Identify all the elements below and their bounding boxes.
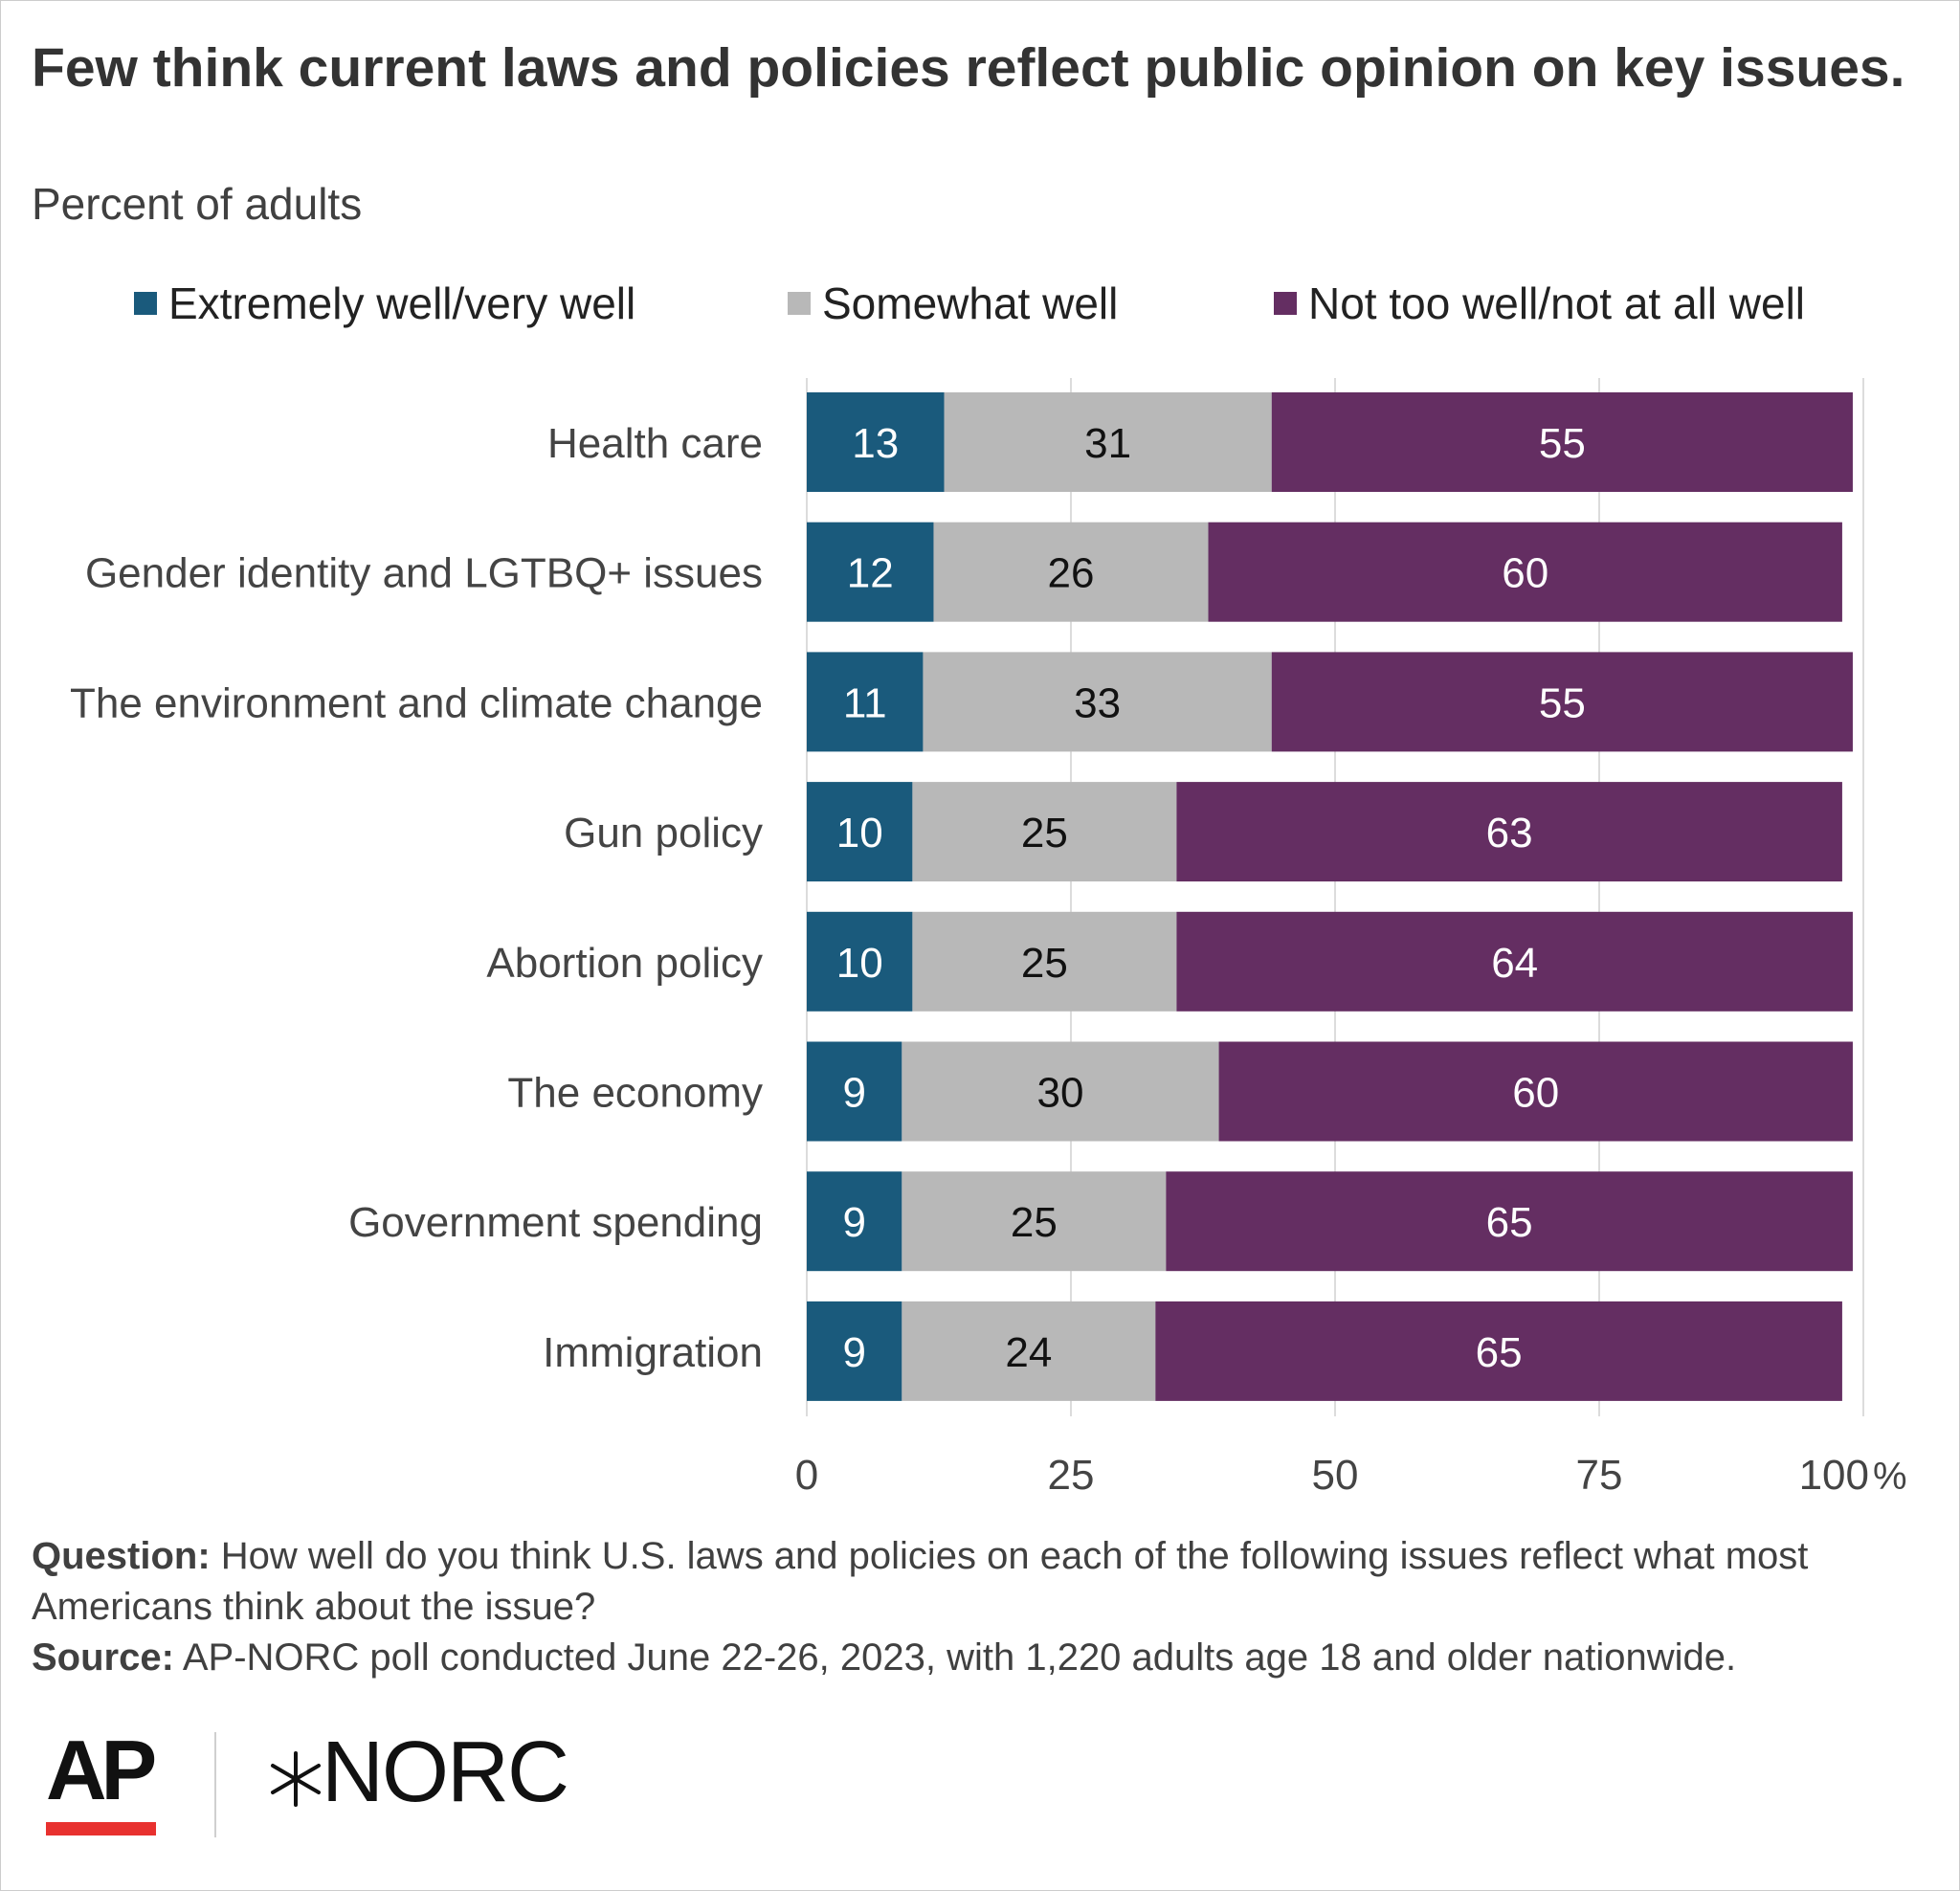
bar-segment xyxy=(902,1041,1219,1142)
chart-notes: Question: How well do you think U.S. law… xyxy=(32,1531,1927,1683)
ap-logo: AP xyxy=(46,1723,157,1817)
data-label: 25 xyxy=(1021,810,1068,857)
bar-segment xyxy=(912,782,1177,882)
legend-label-not-too-well: Not too well/not at all well xyxy=(1308,278,1806,328)
data-label: 9 xyxy=(842,1199,865,1246)
bar-segment xyxy=(902,1301,1156,1401)
data-label: 25 xyxy=(1021,940,1068,987)
legend-item-somewhat-well: Somewhat well xyxy=(788,278,1118,329)
bar-segment xyxy=(1176,911,1853,1012)
data-label: 55 xyxy=(1539,420,1586,467)
bar-segment xyxy=(807,1301,902,1401)
data-label: 31 xyxy=(1084,420,1131,467)
x-tick-label: 25 xyxy=(1048,1452,1095,1499)
bar-segment xyxy=(902,1171,1167,1272)
data-label: 9 xyxy=(842,1070,865,1117)
source-text: AP-NORC poll conducted June 22-26, 2023,… xyxy=(182,1636,1737,1679)
bar-segment xyxy=(807,1171,902,1272)
data-label: 9 xyxy=(842,1329,865,1376)
bar-segment xyxy=(1271,652,1853,752)
bar-segment xyxy=(933,522,1209,622)
data-label: 10 xyxy=(836,940,883,987)
data-label: 33 xyxy=(1074,679,1121,726)
data-label: 12 xyxy=(847,550,894,597)
bar-segment xyxy=(807,782,913,882)
bar-segment xyxy=(944,392,1272,492)
data-label: 25 xyxy=(1011,1199,1058,1246)
legend-swatch-extremely-well xyxy=(134,292,157,315)
data-label: 65 xyxy=(1476,1329,1523,1376)
chart-subtitle: Percent of adults xyxy=(32,179,363,229)
chart-title: Few think current laws and policies refl… xyxy=(32,37,1905,99)
data-label: 60 xyxy=(1512,1070,1559,1117)
bar-segment xyxy=(807,911,913,1012)
legend-item-extremely-well: Extremely well/very well xyxy=(134,278,635,329)
ap-logo-underline xyxy=(46,1822,156,1835)
bar-segment xyxy=(1166,1171,1853,1272)
category-label: Government spending xyxy=(348,1199,763,1246)
question-label: Question: xyxy=(32,1535,211,1577)
data-label: 60 xyxy=(1502,550,1548,597)
norc-logo: NORC xyxy=(322,1724,569,1820)
bar-segment xyxy=(923,652,1272,752)
logo-divider xyxy=(214,1732,216,1837)
category-label: The environment and climate change xyxy=(70,679,763,726)
x-tick-label: 75 xyxy=(1576,1452,1623,1499)
bar-segment xyxy=(807,522,934,622)
category-label: Abortion policy xyxy=(486,940,763,987)
bar-segment xyxy=(1208,522,1842,622)
legend-label-somewhat-well: Somewhat well xyxy=(822,278,1119,328)
logos: AP NORC xyxy=(46,1723,716,1847)
data-label: 26 xyxy=(1048,550,1095,597)
data-label: 11 xyxy=(843,679,887,726)
stacked-bar-chart: Health care 13 31 55 Gender identity and LGT… xyxy=(70,378,1907,1499)
bar-segment xyxy=(1271,392,1853,492)
legend: Extremely well/very well Somewhat well N… xyxy=(0,278,1960,335)
legend-swatch-not-too-well xyxy=(1274,292,1297,315)
bar-segment xyxy=(1155,1301,1842,1401)
bar-segment xyxy=(1218,1041,1853,1142)
bar-segment xyxy=(807,392,945,492)
data-label: 10 xyxy=(836,810,883,857)
data-label: 55 xyxy=(1539,679,1586,726)
data-label: 24 xyxy=(1005,1329,1052,1376)
legend-swatch-somewhat-well xyxy=(788,292,811,315)
bar-segment xyxy=(807,1041,902,1142)
data-label: 30 xyxy=(1036,1070,1083,1117)
question-text: How well do you think U.S. laws and poli… xyxy=(32,1535,1809,1628)
x-tick-label: 50 xyxy=(1312,1452,1359,1499)
category-label: The economy xyxy=(507,1070,763,1117)
source-note: Source: AP-NORC poll conducted June 22-2… xyxy=(32,1633,1927,1683)
x-tick-label: 0 xyxy=(795,1452,818,1499)
bar-segment xyxy=(807,652,924,752)
category-label: Immigration xyxy=(543,1329,763,1376)
bar-segment xyxy=(912,911,1177,1012)
bar-segment xyxy=(1176,782,1842,882)
data-label: 63 xyxy=(1486,810,1533,857)
data-label: 13 xyxy=(852,420,899,467)
data-label: 65 xyxy=(1486,1199,1533,1246)
legend-label-extremely-well: Extremely well/very well xyxy=(168,278,636,328)
data-label: 64 xyxy=(1491,940,1538,987)
question-note: Question: How well do you think U.S. law… xyxy=(32,1531,1927,1633)
x-axis-unit: % xyxy=(1873,1456,1907,1498)
legend-item-not-too-well: Not too well/not at all well xyxy=(1274,278,1805,329)
norc-star-icon xyxy=(271,1751,321,1807)
category-label: Gender identity and LGTBQ+ issues xyxy=(85,550,763,597)
x-tick-label: 100 xyxy=(1799,1452,1869,1499)
source-label: Source: xyxy=(32,1636,174,1679)
category-label: Gun policy xyxy=(564,810,763,857)
category-label: Health care xyxy=(547,420,763,467)
